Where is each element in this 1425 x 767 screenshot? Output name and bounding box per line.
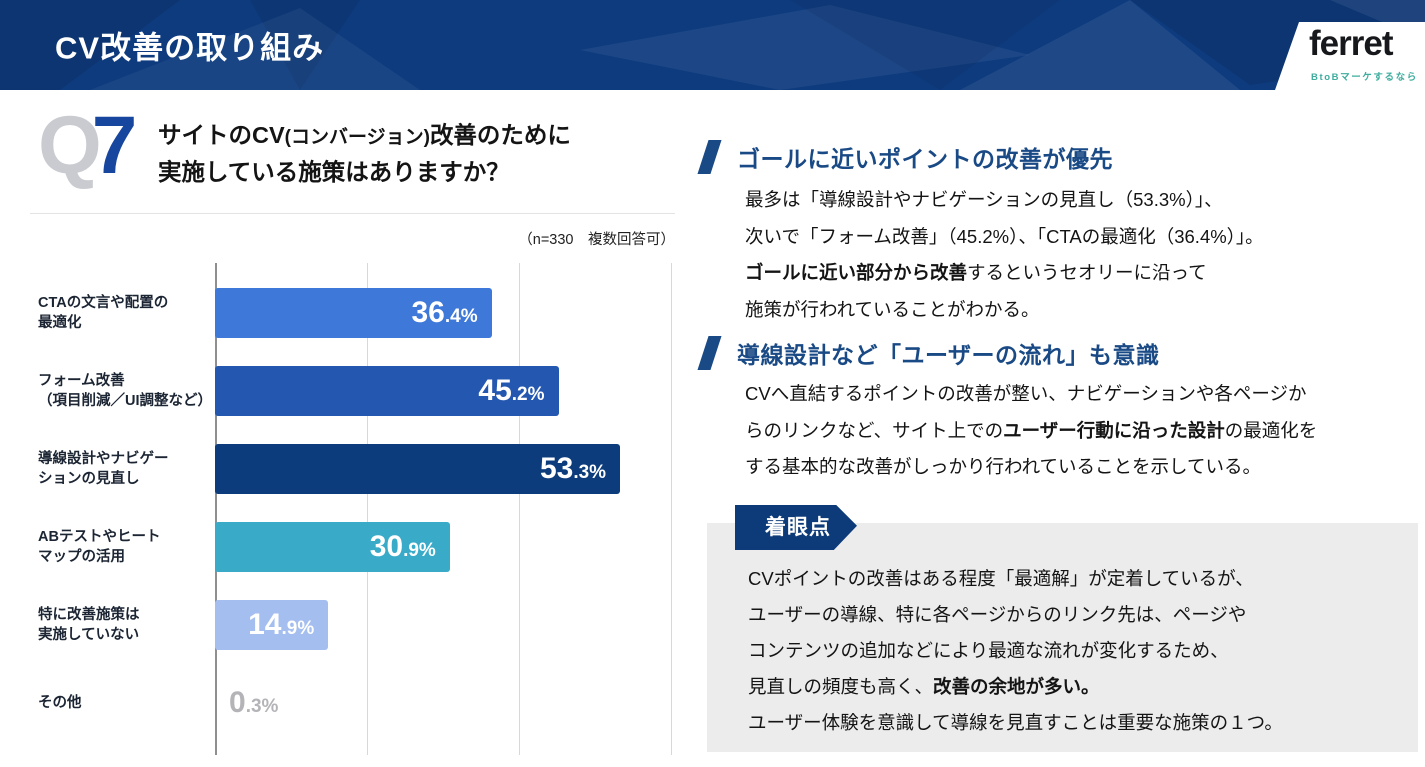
ferret-logo: ferret — [1309, 24, 1393, 63]
text-line: ユーザー体験を意識して導線を見直すことは重要な施策の１つ。 — [748, 712, 1283, 733]
bar-category-label: フォーム改善 （項目削減／UI調整など） — [38, 373, 212, 409]
text-line: CVへ直結するポイントの改善が整い、ナビゲーションや各ページか — [745, 383, 1307, 404]
bar-category-label: その他 — [38, 695, 82, 711]
chart-gridline — [671, 263, 672, 755]
ferret-logo-tagline: BtoBマーケするなら — [1311, 72, 1418, 83]
page-title: CV改善の取り組み — [55, 30, 325, 66]
text-line: 実施している施策はありますか？ — [158, 159, 510, 185]
insight-2-body: CVへ直結するポイントの改善が整い、ナビゲーションや各ページか らのリンクなど、サ… — [745, 376, 1317, 486]
bar-value-label: 36.4% — [411, 296, 478, 329]
insight-2-heading: 導線設計など「ユーザーの流れ」も意識 — [697, 336, 1160, 370]
bar-category-label: ABテストやヒート マップの活用 — [38, 529, 161, 565]
question-number: Q7 — [38, 100, 138, 192]
bar — [215, 366, 559, 416]
chart-gridline — [519, 263, 520, 755]
viewpoint-box — [707, 523, 1418, 752]
viewpoint-body: CVポイントの改善はある程度「最適解」が定着しているが、 ユーザーの導線、特に各ペ… — [748, 561, 1283, 741]
bar — [215, 600, 329, 650]
slash-icon — [697, 140, 722, 174]
bar-value-label: 0.3% — [229, 686, 279, 719]
header-banner: CV改善の取り組み ferret BtoBマーケするなら — [0, 0, 1425, 90]
bar-category-label: 導線設計やナビゲー ションの見直し — [38, 451, 169, 487]
bar — [215, 444, 621, 494]
question-q-digit: 7 — [91, 100, 138, 191]
bar-value-label: 30.9% — [369, 530, 436, 563]
question-title: サイトのCV(コンバージョン)改善のために 実施している施策はありますか？ — [158, 118, 571, 190]
header-geometric-decoration — [0, 0, 1425, 90]
text-line: サイトのCV(コンバージョン)改善のために — [158, 122, 571, 148]
bar-value-label: 53.3% — [539, 452, 607, 485]
text-line: ゴールに近い部分から改善するというセオリーに沿って — [745, 262, 1207, 283]
text-line: コンテンツの追加などにより最適な流れが変化するため、 — [748, 640, 1229, 661]
bar — [215, 522, 450, 572]
logo-plate: ferret BtoBマーケするなら — [1275, 22, 1425, 90]
text-line: らのリンクなど、サイト上でのユーザー行動に沿った設計の最適化を — [745, 419, 1318, 441]
question-divider — [30, 213, 675, 214]
bar — [215, 288, 492, 338]
bar-value-label: 45.2% — [478, 374, 545, 407]
bar-category-label: 特に改善施策は 実施していない — [38, 607, 140, 643]
text-line: CVポイントの改善はある程度「最適解」が定着しているが、 — [748, 568, 1254, 589]
question-q-letter: Q — [38, 100, 102, 191]
viewpoint-badge: 着眼点 — [735, 505, 857, 550]
text-line: 施策が行われていることがわかる。 — [745, 298, 1040, 320]
text-line: 最多は「導線設計やナビゲーションの見直し（53.3%）」、 — [745, 189, 1223, 210]
text-line: 次いで「フォーム改善」（45.2%）、「CTAの最適化（36.4%）」。 — [745, 225, 1264, 247]
text-line: 見直しの頻度も高く、改善の余地が多い。 — [748, 676, 1100, 697]
bar-chart: CTAの文言や配置の 最適化 36.4% フォーム改善 （項目削減／UI調整など） 45.… — [30, 255, 680, 760]
insight-1-body: 最多は「導線設計やナビゲーションの見直し（53.3%）」、次いで「フォーム改善」… — [745, 182, 1264, 328]
text-line: する基本的な改善がしっかり行われていることを示している。 — [745, 456, 1261, 477]
slash-icon — [697, 336, 722, 370]
text-line: ユーザーの導線、特に各ページからのリンク先は、ページや — [748, 604, 1247, 625]
chart-axis-line — [215, 263, 217, 755]
bar-category-label: CTAの文言や配置の 最適化 — [38, 295, 169, 331]
chart-gridline — [367, 263, 368, 755]
sample-size-note: （n=330 複数回答可） — [518, 232, 675, 248]
insight-1-heading: ゴールに近いポイントの改善が優先 — [697, 140, 1113, 174]
bar-value-label: 14.9% — [248, 608, 315, 641]
